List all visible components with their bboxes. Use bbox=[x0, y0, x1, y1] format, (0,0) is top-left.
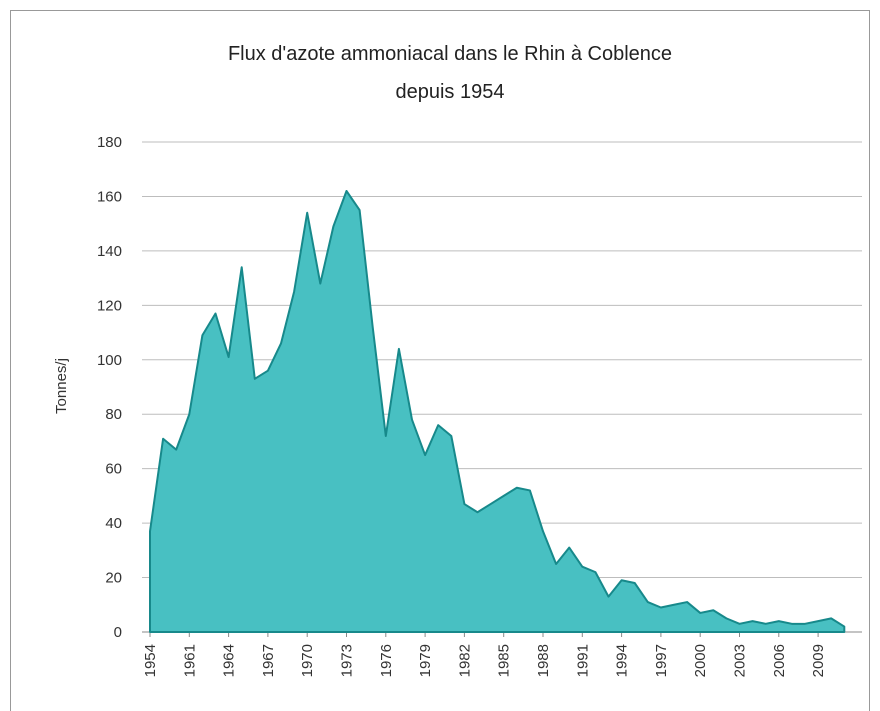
y-tick-label: 80 bbox=[105, 406, 122, 423]
x-tick-label: 2000 bbox=[692, 644, 709, 677]
y-tick-label: 120 bbox=[97, 297, 122, 314]
chart-title: Flux d'azote ammoniacal dans le Rhin à C… bbox=[228, 43, 672, 65]
y-tick-label: 40 bbox=[105, 515, 122, 532]
x-tick-label: 1979 bbox=[417, 644, 434, 677]
x-tick-label: 1967 bbox=[260, 644, 277, 677]
x-tick-label: 2003 bbox=[732, 644, 749, 677]
x-tick-label: 2006 bbox=[771, 644, 788, 677]
x-tick-label: 1997 bbox=[653, 644, 670, 677]
x-tick-label: 1961 bbox=[181, 644, 198, 677]
x-tick-label: 1985 bbox=[496, 644, 513, 677]
area bbox=[149, 190, 846, 633]
y-tick-label: 0 bbox=[114, 624, 122, 641]
x-tick-label: 1994 bbox=[614, 644, 631, 677]
x-tick-label: 2009 bbox=[810, 644, 827, 677]
x-tick-label: 1954 bbox=[142, 644, 159, 677]
x-tick-label: 1973 bbox=[339, 644, 356, 677]
x-tick-label: 1982 bbox=[456, 644, 473, 677]
y-tick-label: 140 bbox=[97, 243, 122, 260]
x-tick-label: 1976 bbox=[378, 644, 395, 677]
y-tick-label: 20 bbox=[105, 570, 122, 587]
y-tick-label: 60 bbox=[105, 461, 122, 478]
x-tick-label: 1988 bbox=[535, 644, 552, 677]
y-tick-label: 100 bbox=[97, 352, 122, 369]
y-tick-label: 180 bbox=[97, 134, 122, 151]
y-axis-label: Tonnes/j bbox=[53, 358, 70, 414]
x-tick-label: 1991 bbox=[574, 644, 591, 677]
y-tick-label: 160 bbox=[97, 188, 122, 205]
chart-title: depuis 1954 bbox=[396, 81, 505, 103]
x-tick-label: 1964 bbox=[221, 644, 238, 677]
x-tick-label: 1970 bbox=[299, 644, 316, 677]
